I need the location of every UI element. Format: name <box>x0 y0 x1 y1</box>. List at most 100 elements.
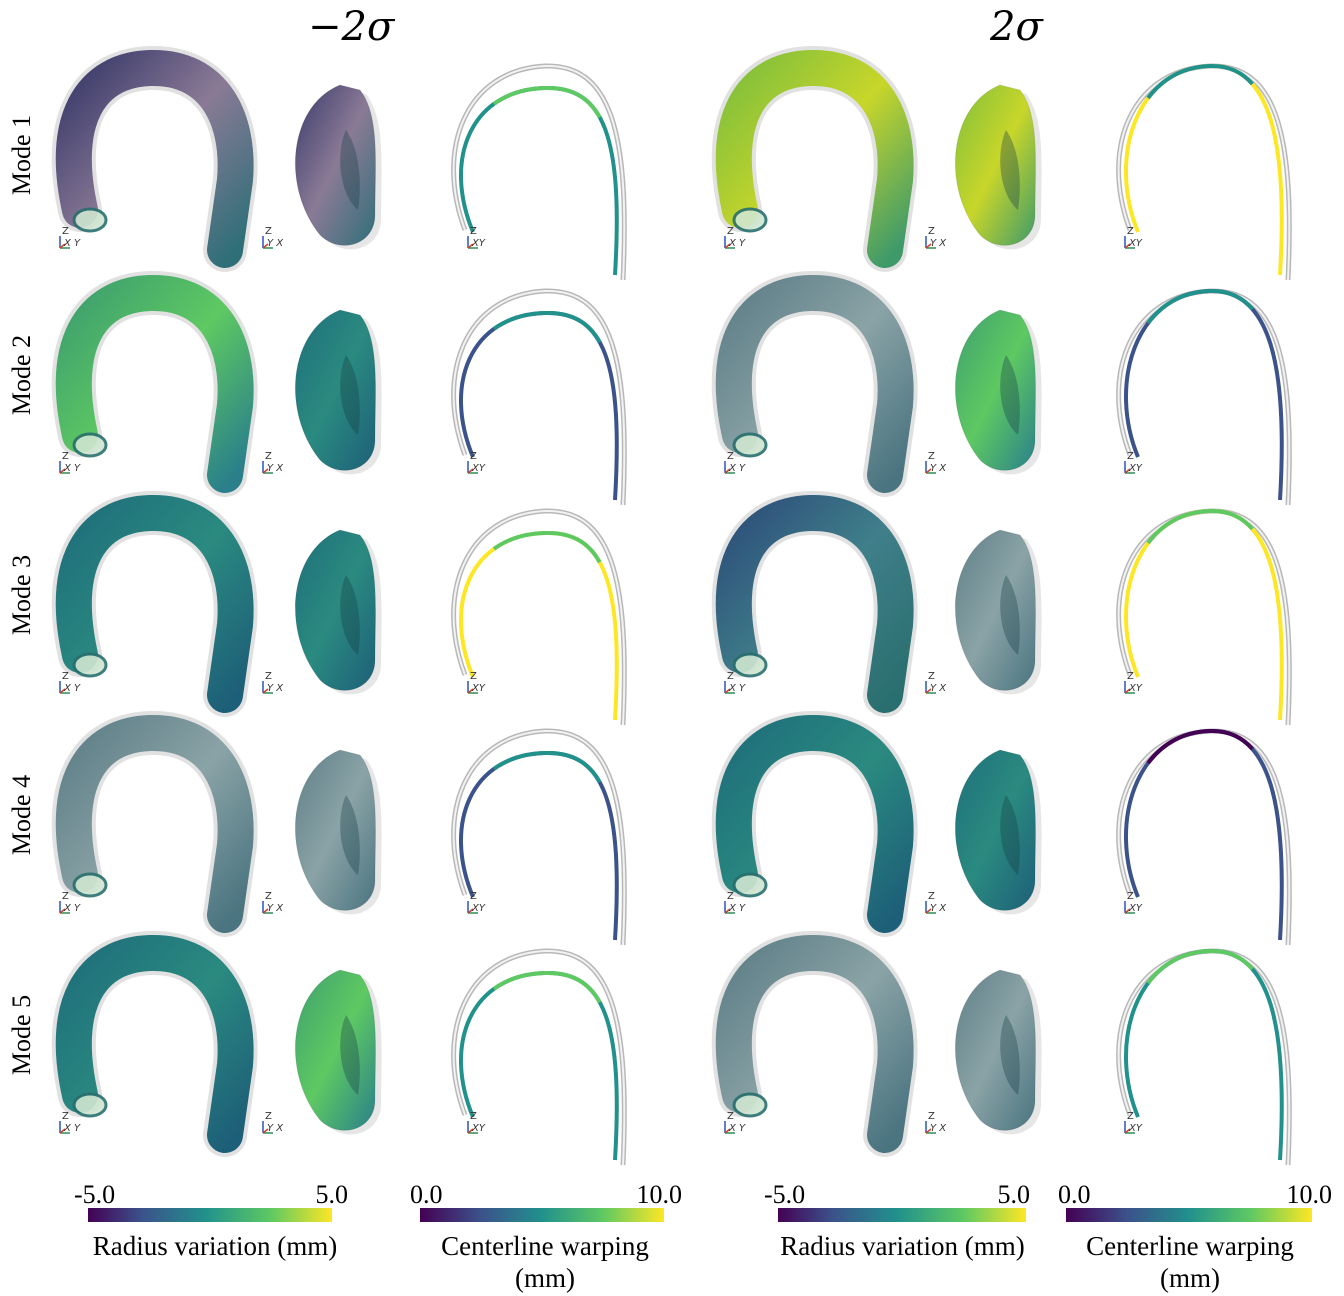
svg-text:X Y: X Y <box>63 1123 81 1134</box>
axes-triad: ZY X <box>925 226 947 249</box>
colorbar-max-label: 5.0 <box>315 1180 349 1209</box>
aorta-front-view <box>55 715 254 933</box>
svg-text:Z: Z <box>62 451 69 462</box>
aortic-root-opening <box>72 652 108 678</box>
svg-text:Y X: Y X <box>267 903 284 914</box>
svg-text:Y X: Y X <box>930 1123 947 1134</box>
axes-triad: ZX Y <box>59 1111 81 1134</box>
header-plus-2sigma: 2σ <box>990 4 1043 50</box>
warped-centerline-highlight <box>1124 288 1284 501</box>
svg-text:Z: Z <box>928 226 935 237</box>
svg-text:Y X: Y X <box>267 683 284 694</box>
colorbar-gradient <box>778 1208 1026 1222</box>
arch-lumen-shadow <box>340 575 360 655</box>
aorta-side-view <box>954 309 1037 471</box>
svg-text:X Y: X Y <box>63 903 81 914</box>
aorta-front-view <box>715 50 914 268</box>
axes-triad: ZX Y <box>724 451 746 474</box>
svg-text:Z: Z <box>62 1111 69 1122</box>
svg-text:Z: Z <box>1127 451 1134 462</box>
svg-text:Y X: Y X <box>930 238 947 249</box>
svg-text:Z: Z <box>727 226 734 237</box>
svg-text:X Y: X Y <box>728 683 746 694</box>
svg-text:Z: Z <box>265 671 272 682</box>
aorta-side-view <box>294 529 377 691</box>
aortic-root-opening <box>72 872 108 898</box>
svg-text:Z: Z <box>928 891 935 902</box>
axes-triad: ZX Y <box>724 226 746 249</box>
axes-triad: ZXY <box>467 671 486 694</box>
svg-text:Z: Z <box>1127 226 1134 237</box>
colorbar-radius-right: -5.0 5.0 Radius variation (mm) <box>760 1180 1050 1290</box>
axes-triad: ZY X <box>262 891 284 914</box>
axes-triad: ZXY <box>467 226 486 249</box>
svg-text:Z: Z <box>265 451 272 462</box>
warped-centerline-highlight <box>1124 948 1284 1161</box>
colorbar-gradient <box>88 1208 332 1222</box>
aorta-side-view <box>294 84 377 246</box>
aortic-root-opening <box>72 432 108 458</box>
warped-centerline-highlight <box>459 310 619 501</box>
colorbar-min-label: 0.0 <box>1058 1180 1091 1209</box>
arch-lumen-shadow <box>1000 575 1020 655</box>
arch-lumen-shadow <box>340 795 360 875</box>
arch-lumen-shadow <box>1000 355 1020 435</box>
aorta-front-view <box>55 50 254 268</box>
svg-text:Y X: Y X <box>930 463 947 474</box>
colorbar-radius-left: -5.0 5.0 Radius variation (mm) <box>70 1180 360 1290</box>
svg-text:Z: Z <box>1127 671 1134 682</box>
colorbar-min-label: 0.0 <box>410 1180 443 1209</box>
aortic-root-opening <box>732 207 768 233</box>
aorta-side-view <box>954 529 1037 691</box>
axes-triad: ZY X <box>925 451 947 474</box>
svg-text:X Y: X Y <box>63 463 81 474</box>
axes-triad: ZY X <box>925 671 947 694</box>
arch-lumen-shadow <box>1000 795 1020 875</box>
svg-text:XY: XY <box>471 463 486 474</box>
svg-text:Z: Z <box>62 891 69 902</box>
aortic-root-opening <box>72 207 108 233</box>
svg-text:XY: XY <box>471 1123 486 1134</box>
svg-text:Z: Z <box>727 451 734 462</box>
svg-text:Z: Z <box>928 1111 935 1122</box>
svg-text:X Y: X Y <box>63 238 81 249</box>
svg-text:Z: Z <box>727 891 734 902</box>
colorbar-max-label: 10.0 <box>636 1180 683 1209</box>
aortic-root-opening <box>732 652 768 678</box>
svg-text:Y X: Y X <box>267 238 284 249</box>
colorbar-title: Radius variation (mm) <box>780 1231 1025 1261</box>
axes-triad: ZXY <box>1124 1111 1143 1134</box>
svg-text:X Y: X Y <box>728 238 746 249</box>
row-label-mode-2: Mode 2 <box>7 334 37 416</box>
svg-text:Z: Z <box>928 451 935 462</box>
svg-text:XY: XY <box>1128 683 1143 694</box>
axes-triad: ZXY <box>1124 671 1143 694</box>
axes-triad: ZY X <box>925 1111 947 1134</box>
svg-text:Y X: Y X <box>930 683 947 694</box>
svg-text:X Y: X Y <box>728 903 746 914</box>
axes-triad: ZY X <box>262 226 284 249</box>
svg-text:Z: Z <box>62 671 69 682</box>
arch-lumen-shadow <box>340 1015 360 1095</box>
svg-text:Z: Z <box>1127 891 1134 902</box>
axes-triad: ZXY <box>1124 226 1143 249</box>
aortic-root-opening <box>732 432 768 458</box>
svg-text:Z: Z <box>470 226 477 237</box>
svg-text:Z: Z <box>265 1111 272 1122</box>
svg-text:X Y: X Y <box>728 463 746 474</box>
aorta-front-view <box>715 715 914 933</box>
svg-text:XY: XY <box>1128 238 1143 249</box>
colorbar-title: Centerline warping (mm) <box>441 1231 649 1293</box>
axes-triad: ZX Y <box>724 671 746 694</box>
axes-triad: ZXY <box>467 1111 486 1134</box>
aorta-side-view <box>294 969 377 1131</box>
axes-triad: ZY X <box>925 891 947 914</box>
axes-triad: ZY X <box>262 1111 284 1134</box>
svg-text:XY: XY <box>471 238 486 249</box>
svg-text:Z: Z <box>62 226 69 237</box>
aortic-root-opening <box>732 1092 768 1118</box>
warped-centerline-highlight <box>1124 728 1284 941</box>
svg-text:Z: Z <box>928 671 935 682</box>
